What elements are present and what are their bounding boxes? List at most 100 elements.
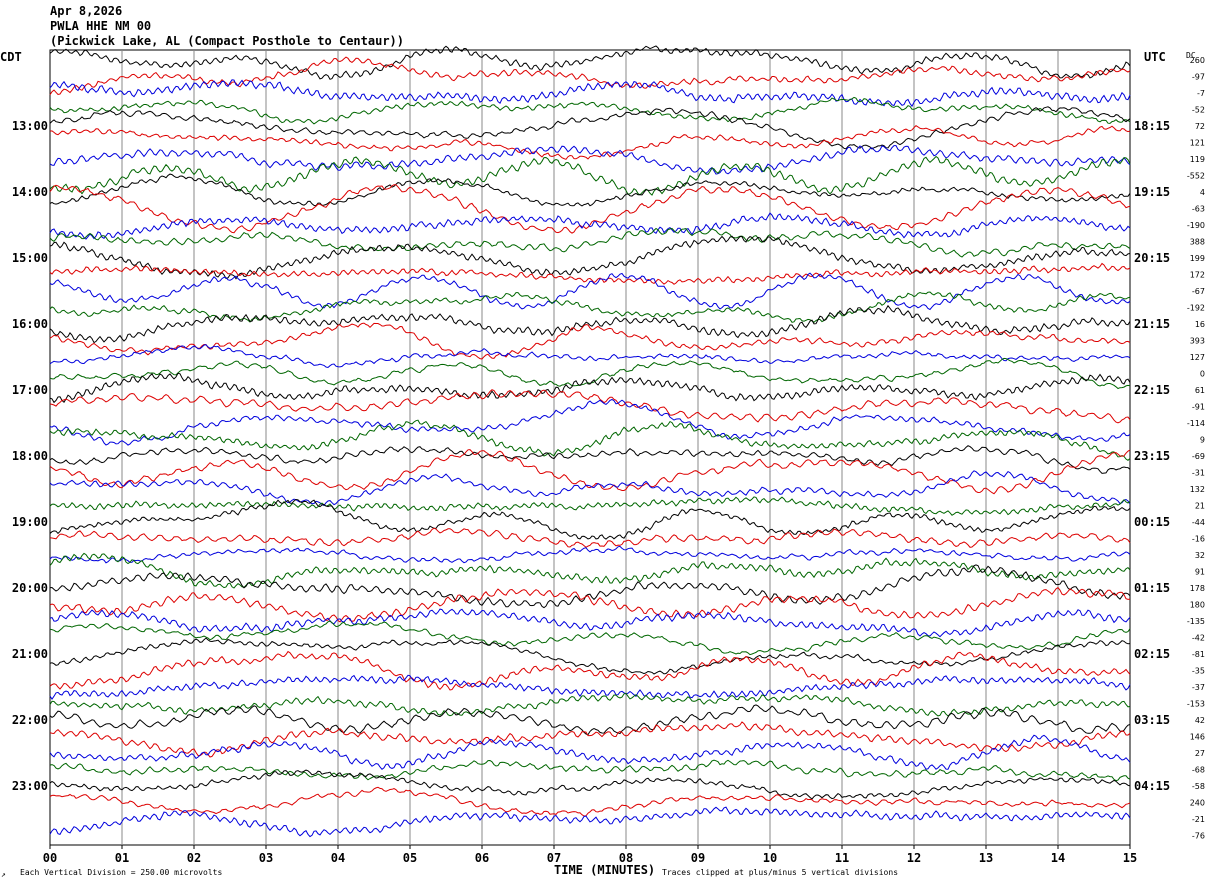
x-tick-label: 03 <box>259 851 273 865</box>
trace-line <box>49 445 1131 474</box>
dc-offset-label: 121 <box>1190 139 1205 148</box>
trace-line <box>49 496 1131 516</box>
x-tick-label: 00 <box>43 851 57 865</box>
dc-offset-label: -76 <box>1192 832 1205 841</box>
trace-line <box>49 650 1131 691</box>
trace-series <box>49 45 1131 838</box>
dc-offset-label: -31 <box>1192 469 1205 478</box>
right-hour-label: 19:15 <box>1134 185 1170 199</box>
x-tick-label: 04 <box>331 851 345 865</box>
right-hour-label: 02:15 <box>1134 647 1170 661</box>
left-hour-label: 17:00 <box>12 383 48 397</box>
dc-offset-label: 180 <box>1190 601 1205 610</box>
trace-line <box>49 704 1131 736</box>
trace-line <box>49 419 1131 461</box>
dc-offset-label: -52 <box>1192 106 1205 115</box>
axis-labels: CDT UTC DC TIME (MINUTES) Each Vertical … <box>0 50 1196 879</box>
dc-offset-label: -190 <box>1187 221 1205 230</box>
trace-line <box>49 291 1131 323</box>
trace-line <box>49 545 1131 564</box>
trace-line <box>49 184 1131 234</box>
dc-offset-label: 61 <box>1195 386 1205 395</box>
trace-line <box>49 637 1131 675</box>
dc-offset-label: 132 <box>1190 485 1205 494</box>
trace-line <box>49 45 1131 80</box>
dc-offset-label: -63 <box>1192 205 1205 214</box>
dc-offset-label: -114 <box>1187 419 1205 428</box>
right-timezone-label: UTC <box>1144 50 1166 64</box>
x-tick-label: 09 <box>691 851 705 865</box>
dc-offset-label: 388 <box>1190 238 1205 247</box>
trace-line <box>49 155 1131 196</box>
dc-offset-label: 21 <box>1195 502 1205 511</box>
dc-offset-label: -21 <box>1192 815 1205 824</box>
chart-title: PWLA HHE NM 00 <box>50 19 152 33</box>
trace-line <box>49 564 1131 609</box>
dc-offset-label: 27 <box>1195 749 1205 758</box>
right-hour-label: 03:15 <box>1134 713 1170 727</box>
dc-offset-label: -135 <box>1187 617 1205 626</box>
dc-offset-label: -91 <box>1192 403 1205 412</box>
x-tick-label: 02 <box>187 851 201 865</box>
scale-note: Each Vertical Division = 250.00 microvol… <box>20 868 222 877</box>
x-tick-label: 13 <box>979 851 993 865</box>
trace-line <box>49 608 1131 638</box>
trace-line <box>49 498 1131 540</box>
dc-offset-label: -7 <box>1197 89 1205 98</box>
trace-line <box>49 212 1131 240</box>
left-hour-label: 18:00 <box>12 449 48 463</box>
x-tick-label: 11 <box>835 851 849 865</box>
trace-line <box>49 304 1131 344</box>
dc-offset-label: -16 <box>1192 535 1205 544</box>
left-hour-label: 23:00 <box>12 779 48 793</box>
dc-offset-label: -81 <box>1192 650 1205 659</box>
trace-line <box>49 79 1131 108</box>
trace-line <box>49 449 1131 495</box>
dc-offset-label: -68 <box>1192 766 1205 775</box>
dc-offset-label: 16 <box>1195 320 1205 329</box>
axis-ticks: 00 01 02 03 04 05 06 07 08 09 10 11 12 13 14 1513:0014:… <box>12 56 1205 865</box>
trace-line <box>49 235 1131 280</box>
trace-line <box>49 786 1131 817</box>
trace-line <box>49 372 1131 404</box>
trace-line <box>49 527 1131 548</box>
plot-frame <box>49 49 1131 846</box>
dc-offset-label: 240 <box>1190 799 1205 808</box>
chart-date: Apr 8,2026 <box>50 4 123 18</box>
x-tick-label: 14 <box>1051 851 1065 865</box>
dc-offset-label: 199 <box>1190 254 1205 263</box>
dc-offset-label: 119 <box>1190 155 1205 164</box>
trace-line <box>49 721 1131 758</box>
trace-line <box>49 769 1131 800</box>
left-hour-label: 22:00 <box>12 713 48 727</box>
dc-offset-label: 172 <box>1190 271 1205 280</box>
trace-line <box>49 552 1131 589</box>
trace-line <box>49 806 1131 838</box>
x-axis-title: TIME (MINUTES) <box>554 863 655 877</box>
trace-line <box>49 759 1131 782</box>
dc-offset-label: 0 <box>1200 370 1205 379</box>
dc-offset-label: -37 <box>1192 683 1205 692</box>
left-hour-label: 13:00 <box>12 119 48 133</box>
trace-line <box>49 173 1131 207</box>
dc-offset-label: -153 <box>1187 700 1205 709</box>
dc-offset-label: -192 <box>1187 304 1205 313</box>
dc-offset-label: -42 <box>1192 634 1205 643</box>
x-tick-label: 08 <box>619 851 633 865</box>
dc-offset-label: 42 <box>1195 716 1205 725</box>
clip-note: Traces clipped at plus/minus 5 vertical … <box>662 868 898 877</box>
trace-line <box>49 106 1131 150</box>
trace-line <box>49 674 1131 701</box>
chart-location: (Pickwick Lake, AL (Compact Posthole to … <box>50 34 405 48</box>
trace-line <box>49 470 1131 507</box>
trace-line <box>49 322 1131 360</box>
dc-offset-label: 393 <box>1190 337 1205 346</box>
x-tick-label: 12 <box>907 851 921 865</box>
trace-line <box>49 620 1131 656</box>
right-hour-label: 20:15 <box>1134 251 1170 265</box>
left-hour-label: 14:00 <box>12 185 48 199</box>
trace-line <box>49 586 1131 623</box>
dc-offset-label: 178 <box>1190 584 1205 593</box>
trace-line <box>49 124 1131 160</box>
